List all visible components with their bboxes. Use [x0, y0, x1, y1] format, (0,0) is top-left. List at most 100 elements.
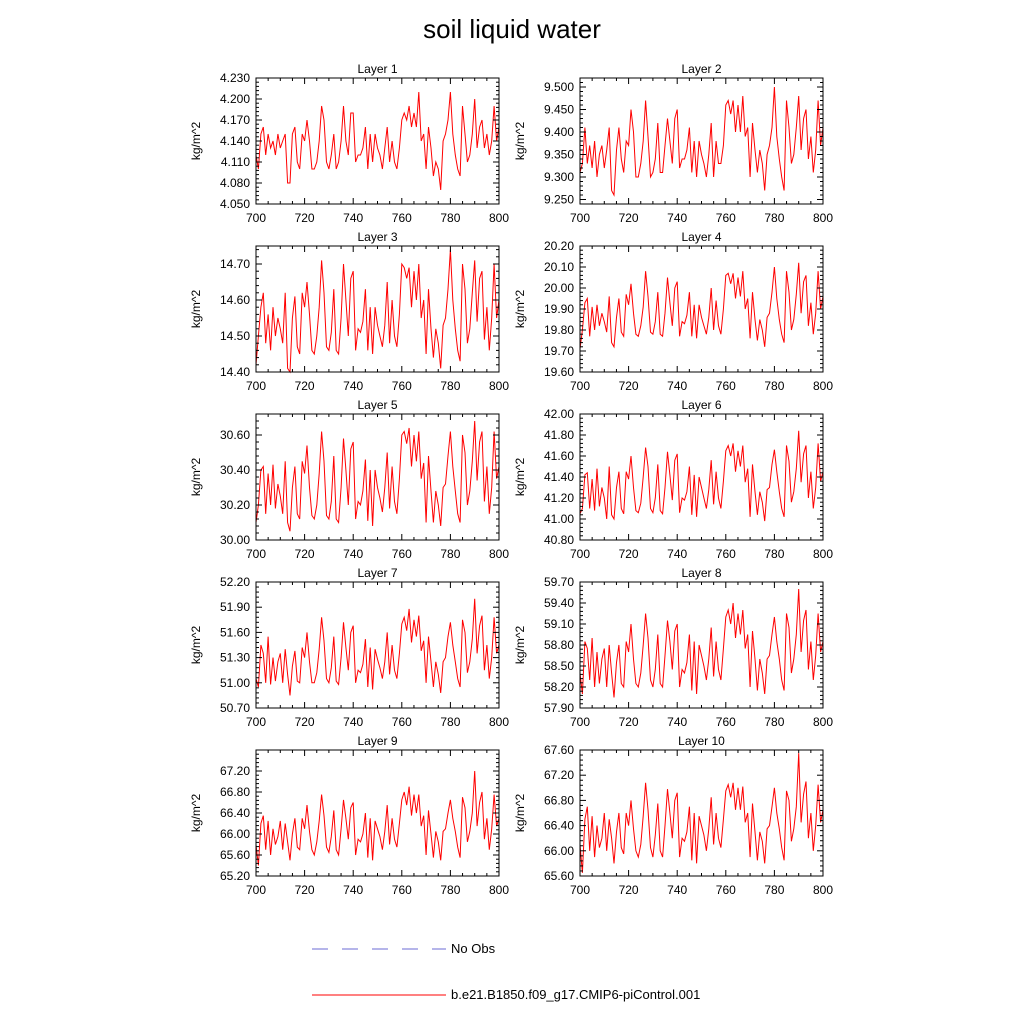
layer-plot-10: 700 720 740 760 780 800 65.60 66.00 66.40 66.80 67… [513, 734, 833, 897]
y-axis-label: kg/m^2 [189, 458, 203, 497]
legend-no-obs-label: No Obs [451, 941, 496, 956]
x-tick-label: 720 [619, 883, 639, 897]
x-tick-label: 740 [667, 715, 687, 729]
y-tick-label: 40.80 [544, 533, 574, 547]
y-tick-label: 51.60 [220, 625, 250, 639]
y-tick-label: 9.250 [544, 193, 574, 207]
x-tick-label: 700 [246, 547, 266, 561]
y-tick-label: 4.140 [220, 134, 250, 148]
y-tick-label: 4.080 [220, 176, 250, 190]
x-tick-label: 800 [489, 547, 509, 561]
y-tick-label: 58.20 [544, 680, 574, 694]
panel-title: Layer 7 [357, 566, 397, 580]
y-tick-label: 19.70 [544, 344, 574, 358]
x-tick-label: 760 [716, 715, 736, 729]
layer-plot-4: 700 720 740 760 780 800 19.60 19.70 19.80 19.90 20… [513, 230, 833, 393]
x-tick-label: 700 [570, 715, 590, 729]
series-line-1 [255, 598, 500, 696]
layer-plot-6: 700 720 740 760 780 800 40.80 41.00 41.20 41.40 41… [513, 398, 833, 561]
x-tick-label: 720 [619, 379, 639, 393]
x-tick-label: 740 [343, 547, 363, 561]
y-axis-label: kg/m^2 [513, 122, 527, 161]
x-tick-label: 780 [764, 211, 784, 225]
y-tick-label: 14.70 [220, 257, 250, 271]
y-tick-label: 4.050 [220, 197, 250, 211]
series-line-1 [255, 420, 500, 532]
y-tick-label: 19.90 [544, 302, 574, 316]
x-tick-label: 740 [343, 715, 363, 729]
series-line-1 [579, 262, 824, 349]
x-tick-label: 740 [667, 379, 687, 393]
x-tick-label: 700 [246, 883, 266, 897]
x-tick-label: 780 [764, 547, 784, 561]
y-tick-label: 65.60 [220, 848, 250, 862]
x-tick-label: 780 [764, 883, 784, 897]
plot-frame [579, 245, 824, 373]
x-tick-label: 760 [392, 715, 412, 729]
x-tick-label: 720 [295, 211, 315, 225]
series-line-1 [255, 249, 500, 374]
x-tick-label: 800 [489, 379, 509, 393]
y-axis-label: kg/m^2 [513, 458, 527, 497]
x-tick-label: 720 [295, 715, 315, 729]
panel-title: Layer 10 [678, 734, 725, 748]
x-tick-label: 740 [343, 379, 363, 393]
y-tick-label: 67.20 [544, 768, 574, 782]
x-tick-label: 740 [343, 883, 363, 897]
y-tick-label: 65.20 [220, 869, 250, 883]
x-tick-label: 800 [813, 883, 833, 897]
x-tick-label: 780 [440, 883, 460, 897]
y-tick-label: 59.70 [544, 575, 574, 589]
x-tick-label: 700 [570, 883, 590, 897]
x-tick-label: 780 [440, 547, 460, 561]
layer-plot-1: 700 720 740 760 780 800 4.050 4.080 4.110 4.140 4.… [189, 62, 509, 225]
y-tick-label: 20.00 [544, 281, 574, 295]
y-tick-label: 4.110 [221, 155, 250, 169]
y-tick-label: 41.40 [544, 470, 574, 484]
plot-frame [579, 749, 824, 877]
x-tick-label: 720 [619, 211, 639, 225]
y-axis-label: kg/m^2 [189, 794, 203, 833]
layer-plot-2: 700 720 740 760 780 800 9.250 9.300 9.350 9.400 9.… [513, 62, 833, 225]
plot-frame [579, 581, 824, 709]
y-tick-label: 41.60 [544, 449, 574, 463]
y-tick-label: 9.500 [544, 80, 574, 94]
layer-plot-3: 700 720 740 760 780 800 14.40 14.50 14.60 14.70 La… [189, 230, 509, 393]
panel-title: Layer 8 [681, 566, 721, 580]
x-tick-label: 720 [295, 379, 315, 393]
y-tick-label: 67.20 [220, 764, 250, 778]
y-tick-label: 51.30 [220, 651, 250, 665]
y-tick-label: 41.00 [544, 512, 574, 526]
x-tick-label: 780 [440, 715, 460, 729]
y-tick-label: 51.00 [220, 676, 250, 690]
y-tick-label: 4.170 [220, 113, 250, 127]
x-tick-label: 760 [716, 379, 736, 393]
y-tick-label: 66.40 [544, 819, 574, 833]
y-tick-label: 57.90 [544, 701, 574, 715]
x-tick-label: 800 [489, 883, 509, 897]
plot-frame [255, 749, 500, 877]
layer-plot-7: 700 720 740 760 780 800 50.70 51.00 51.30 51.60 51… [189, 566, 509, 729]
x-tick-label: 700 [246, 211, 266, 225]
y-tick-label: 50.70 [220, 701, 250, 715]
y-tick-label: 59.40 [544, 596, 574, 610]
x-tick-label: 780 [440, 379, 460, 393]
y-tick-label: 66.00 [220, 827, 250, 841]
panel-title: Layer 5 [357, 398, 397, 412]
x-tick-label: 700 [246, 715, 266, 729]
y-tick-label: 67.60 [544, 743, 574, 757]
x-tick-label: 700 [570, 547, 590, 561]
x-tick-label: 740 [667, 547, 687, 561]
y-tick-label: 30.60 [220, 428, 250, 442]
x-tick-label: 740 [343, 211, 363, 225]
layer-plot-5: 700 720 740 760 780 800 30.00 30.20 30.40 30.60 La… [189, 398, 509, 561]
y-tick-label: 9.450 [544, 103, 574, 117]
y-tick-label: 20.20 [544, 239, 574, 253]
layer-plot-8: 700 720 740 760 780 800 57.90 58.20 58.50 58.80 59… [513, 566, 833, 729]
panel-title: Layer 3 [357, 230, 397, 244]
x-tick-label: 760 [716, 211, 736, 225]
plot-frame [579, 77, 824, 205]
y-tick-label: 58.50 [544, 659, 574, 673]
